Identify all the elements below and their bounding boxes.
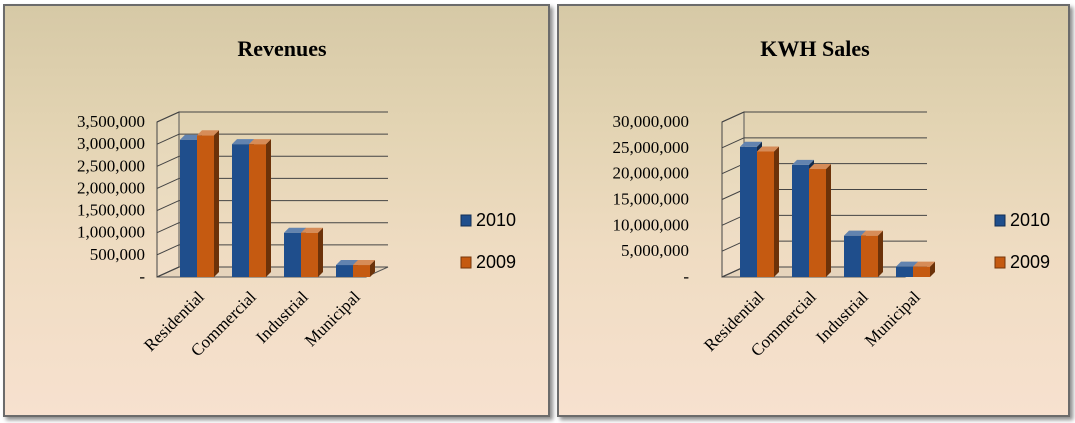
legend-label-2009: 2009 [476,252,516,272]
bar-top [197,130,219,136]
bar-side [930,261,935,277]
side-wall [156,111,180,278]
gridline-side [721,137,745,149]
y-tick-label: - [139,267,145,286]
gridline-side [156,177,180,189]
y-tick-label: 3,000,000 [77,134,145,153]
bar-top [336,260,358,266]
bar-2009-municipal [913,261,935,277]
bar-side [878,230,883,277]
gridline-side [156,200,180,212]
bar-2009-industrial [301,227,323,277]
y-tick-label: 5,000,000 [621,241,689,260]
revenues-chart: Revenues - 500,000 1,000,000 1,500,000 2,000,… [77,36,516,360]
y-tick-label: 2,000,000 [77,178,145,197]
y-tick-label: 10,000,000 [613,215,690,234]
bar-front [809,169,826,277]
legend-label-2009: 2009 [1010,252,1050,272]
bar-top [353,260,375,266]
y-tick-label: 1,500,000 [77,201,145,220]
revenues-chart-panel: Revenues - 500,000 1,000,000 1,500,000 2,000,… [3,4,550,417]
legend-swatch-2010 [994,214,1006,227]
legend-label-2010: 2010 [476,210,516,230]
bar-top [809,164,831,170]
bar-2009-industrial [861,230,883,277]
bar-top [249,139,271,145]
bar-side [266,139,271,277]
y-tick-label: 15,000,000 [613,190,690,209]
y-tick-label: 20,000,000 [613,164,690,183]
bar-front [861,235,878,277]
y-tick-label: - [683,267,689,286]
bar-front [301,232,318,277]
category-label: Municipal [861,287,924,350]
bar-front [197,135,214,277]
chart-title: KWH Sales [760,36,870,61]
bar-top [896,261,918,267]
bar-2009-municipal [353,260,375,277]
y-tick-label: 25,000,000 [613,138,690,157]
bar-2009-residential [757,146,779,277]
bar-front [757,151,774,277]
gridline-side [156,266,180,278]
bar-top [740,141,762,147]
bar-top [913,261,935,267]
chart-title: Revenues [237,36,327,61]
bar-top [232,139,254,145]
y-tick-label: 1,000,000 [77,223,145,242]
legend-swatch-2009 [994,256,1006,269]
legend-swatch-2009 [460,256,472,269]
bar-2009-residential [197,130,219,277]
bar-front [792,164,809,277]
y-tick-label: 500,000 [90,245,145,264]
bar-front [896,266,913,277]
bar-2009-commercial [249,139,271,277]
bar-front [913,266,930,277]
bar-front [249,144,266,277]
gridline-side [156,244,180,256]
bar-side [370,260,375,277]
bar-top [757,146,779,152]
y-tick-label: 3,500,000 [77,112,145,131]
kwh-sales-chart-panel: KWH Sales - 5,000,000 10,000,000 15,000,000 2… [557,4,1070,417]
bar-top [180,134,202,140]
legend-swatch-2010 [460,214,472,227]
legend-label-2010: 2010 [1010,210,1050,230]
y-tick-label: 30,000,000 [613,112,690,131]
bar-front [232,144,249,277]
bar-front [284,232,301,277]
kwh-sales-chart: KWH Sales - 5,000,000 10,000,000 15,000,000 2… [613,36,1051,360]
gridline-side [156,111,180,123]
bar-top [861,230,883,236]
bar-top [284,227,306,233]
bar-top [792,159,814,165]
bar-side [214,130,219,277]
bar-2009-commercial [809,164,831,277]
bar-front [336,265,353,277]
bar-top [844,230,866,236]
bar-front [180,139,197,277]
gridline-side [721,111,745,123]
bar-front [844,235,861,277]
gridline-side [156,133,180,145]
category-label: Municipal [301,287,364,350]
y-tick-label: 2,500,000 [77,156,145,175]
bar-front [740,146,757,277]
bar-side [826,164,831,277]
gridline-side [156,222,180,234]
bar-front [353,265,370,277]
bar-side [774,146,779,277]
bar-top [301,227,323,233]
bar-side [318,227,323,277]
gridline-side [156,155,180,167]
